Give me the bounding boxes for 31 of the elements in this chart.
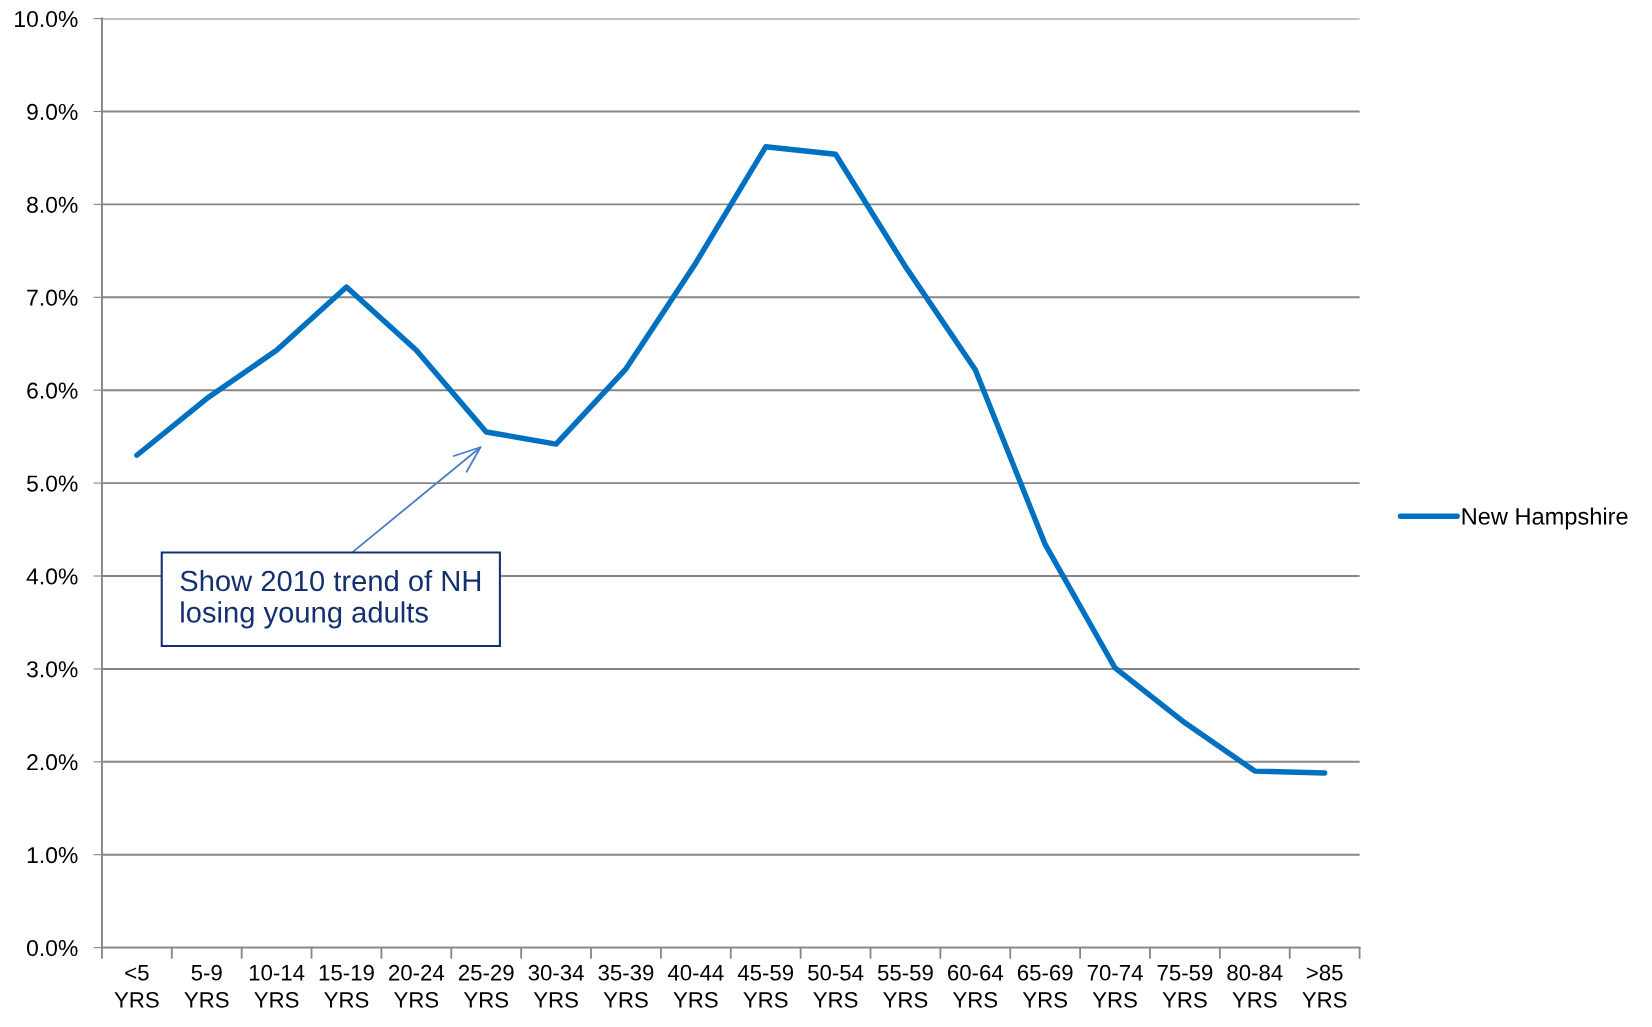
x-tick-label: 20-24 YRS [389, 964, 445, 1008]
y-tick-label: 4.0% [26, 568, 78, 585]
y-tick-label: 5.0% [27, 475, 78, 492]
y-tick-label: 7.0% [27, 289, 78, 306]
x-tick-label: 60-64 YRS [948, 964, 1004, 1008]
legend-label: New Hampshire [1462, 507, 1628, 530]
y-tick-label: 6.0% [27, 382, 78, 399]
y-tick-label: 8.0% [27, 196, 78, 213]
x-tick-label: 10-14 YRS [249, 964, 305, 1008]
x-tick-label: 45-59 YRS [737, 964, 794, 1008]
x-tick-label: 70-74 YRS [1087, 964, 1143, 1008]
annotation: Show 2010 trend of NH losing young adults [180, 569, 481, 629]
x-tick-label: 30-34 YRS [528, 964, 584, 1008]
y-tick-label: 0.0% [26, 939, 78, 957]
x-tick-label: 5-9 YRS [184, 964, 229, 1008]
x-tick-label: 50-54 YRS [808, 964, 864, 1008]
x-tick-label: 25-29 YRS [458, 964, 514, 1008]
y-tick-label: 1.0% [27, 847, 78, 864]
x-tick-label: 80-84 YRS [1227, 964, 1283, 1008]
x-tick-label: <5 YRS [114, 965, 159, 1008]
y-tick-label: 3.0% [26, 661, 78, 678]
y-tick-label: 10.0% [15, 10, 78, 28]
x-tick-label: >85 YRS [1302, 964, 1347, 1008]
x-tick-label: 55-59 YRS [877, 964, 933, 1008]
x-tick-label: 15-19 YRS [319, 964, 374, 1008]
y-tick-label: 9.0% [27, 103, 78, 121]
x-tick-label: 35-39 YRS [598, 964, 654, 1008]
y-tick-label: 2.0% [27, 754, 78, 771]
x-tick-label: 40-44 YRS [667, 964, 724, 1008]
x-tick-label: 75-59 YRS [1157, 964, 1213, 1008]
x-tick-label: 65-69 YRS [1017, 964, 1073, 1008]
